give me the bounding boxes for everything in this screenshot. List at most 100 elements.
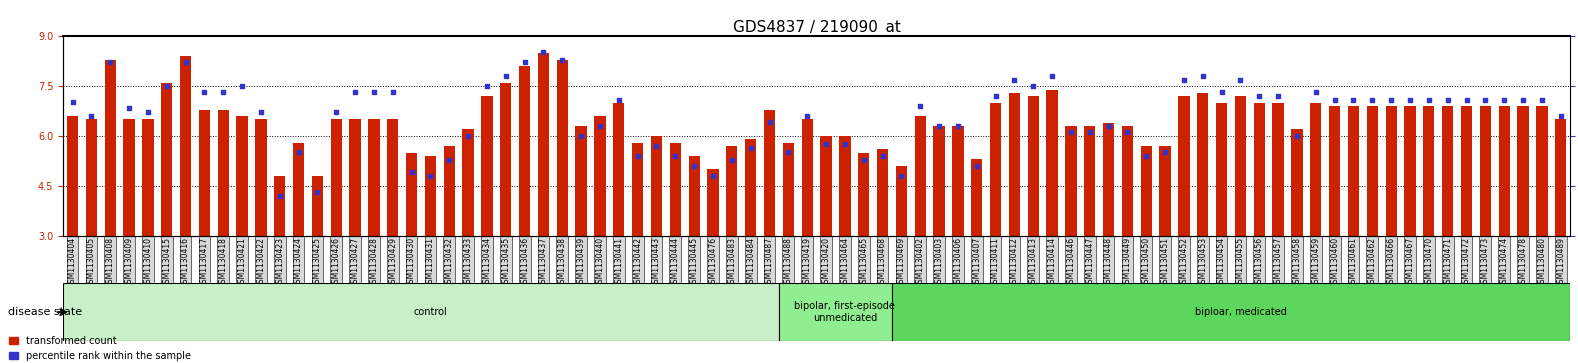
Bar (858, 153, 869, 236)
Point (79, 113, 104, 119)
Bar (726, 146, 737, 236)
Bar (1065, 126, 1076, 236)
Point (193, 89, 218, 95)
Point (1266, 93, 1291, 99)
Point (869, 153, 895, 159)
Bar (1423, 106, 1434, 236)
Bar (821, 136, 832, 236)
Point (1152, 149, 1177, 155)
Point (1040, 73, 1065, 79)
Bar (1480, 106, 1491, 236)
Bar (481, 96, 492, 236)
Point (1491, 97, 1516, 103)
Point (117, 105, 142, 111)
Bar (989, 103, 1000, 236)
Point (323, 109, 349, 115)
Point (701, 173, 726, 179)
Point (174, 60, 199, 65)
Bar (1385, 106, 1397, 236)
Bar (519, 66, 530, 236)
Bar (1348, 106, 1359, 236)
Point (1529, 97, 1554, 103)
Bar (1160, 146, 1171, 236)
Point (739, 145, 764, 151)
Point (229, 83, 254, 89)
Point (832, 141, 857, 147)
FancyBboxPatch shape (63, 283, 780, 341)
Point (1398, 97, 1423, 103)
Bar (424, 156, 436, 236)
Point (1228, 77, 1253, 83)
Bar (1103, 123, 1114, 236)
Point (983, 93, 1008, 99)
Bar (104, 60, 115, 236)
Point (907, 103, 933, 109)
Bar (1027, 96, 1038, 236)
Point (888, 173, 914, 179)
Bar (877, 150, 888, 236)
Point (1453, 97, 1479, 103)
Bar (66, 116, 79, 236)
Point (1360, 97, 1385, 103)
Point (494, 73, 519, 79)
Bar (952, 126, 964, 236)
Point (210, 89, 235, 95)
Bar (1291, 130, 1302, 236)
Bar (557, 60, 568, 236)
Bar (934, 126, 945, 236)
Point (1284, 133, 1310, 139)
Bar (915, 116, 926, 236)
Bar (1253, 103, 1266, 236)
Point (625, 153, 650, 159)
FancyBboxPatch shape (780, 283, 892, 341)
Bar (294, 143, 305, 236)
Bar (783, 143, 794, 236)
Point (1415, 97, 1441, 103)
Text: disease state: disease state (8, 307, 82, 317)
Point (437, 157, 462, 163)
Bar (970, 159, 983, 236)
Bar (669, 143, 682, 236)
Bar (1537, 106, 1548, 236)
Point (155, 83, 180, 89)
Bar (387, 119, 398, 236)
Bar (1367, 106, 1378, 236)
Bar (443, 146, 454, 236)
Point (1247, 93, 1272, 99)
Point (1472, 97, 1498, 103)
Point (776, 149, 802, 155)
Bar (275, 176, 286, 236)
Point (926, 123, 952, 129)
Bar (256, 119, 267, 236)
Bar (180, 56, 191, 236)
Bar (1272, 103, 1284, 236)
Point (1434, 97, 1460, 103)
Bar (1141, 146, 1152, 236)
Point (456, 133, 481, 139)
Bar (802, 119, 813, 236)
Point (1548, 113, 1573, 119)
Point (682, 163, 707, 169)
Bar (707, 170, 718, 236)
Bar (349, 119, 361, 236)
Bar (839, 136, 851, 236)
Bar (199, 110, 210, 236)
Point (511, 60, 537, 65)
Point (361, 89, 387, 95)
Bar (595, 116, 606, 236)
Point (418, 173, 443, 179)
Point (720, 157, 745, 163)
Point (1341, 97, 1367, 103)
Point (1021, 83, 1046, 89)
Legend: transformed count, percentile rank within the sample: transformed count, percentile rank withi… (5, 332, 196, 363)
Point (530, 49, 555, 55)
Bar (237, 116, 248, 236)
Point (606, 97, 631, 103)
Title: GDS4837 / 219090_at: GDS4837 / 219090_at (732, 20, 901, 36)
Bar (142, 119, 153, 236)
Point (286, 149, 311, 155)
Point (305, 189, 330, 195)
Bar (1499, 106, 1510, 236)
Bar (1046, 90, 1057, 236)
Point (475, 83, 500, 89)
